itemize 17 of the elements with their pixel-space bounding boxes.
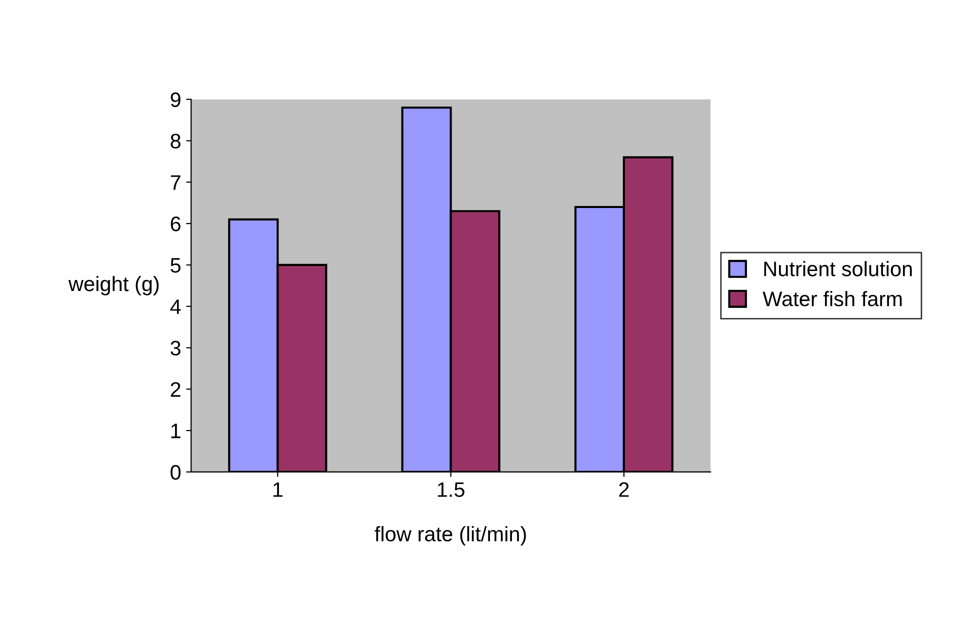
y-tick-label: 0 <box>170 464 181 480</box>
x-axis-title: flow rate (lit/min) <box>374 526 526 546</box>
y-tick-label: 1 <box>171 424 180 438</box>
y-tick-label: 5 <box>170 258 181 273</box>
x-tick-label: 1 <box>273 482 282 497</box>
y-axis-title: weight (g) <box>68 276 159 296</box>
y-tick-label: 9 <box>170 92 180 108</box>
x-tick-label: 2 <box>619 482 629 497</box>
x-tick-label: 1.5 <box>438 482 464 497</box>
legend-label: Nutrient solution <box>764 261 912 276</box>
y-tick-label: 6 <box>170 216 180 232</box>
y-tick-label: 7 <box>170 175 180 190</box>
y-tick-label: 4 <box>170 300 181 314</box>
y-tick-label: 2 <box>170 382 180 397</box>
legend-label: Water fish farm <box>762 290 902 306</box>
y-tick-label: 8 <box>170 134 180 149</box>
y-tick-label: 3 <box>170 340 180 356</box>
